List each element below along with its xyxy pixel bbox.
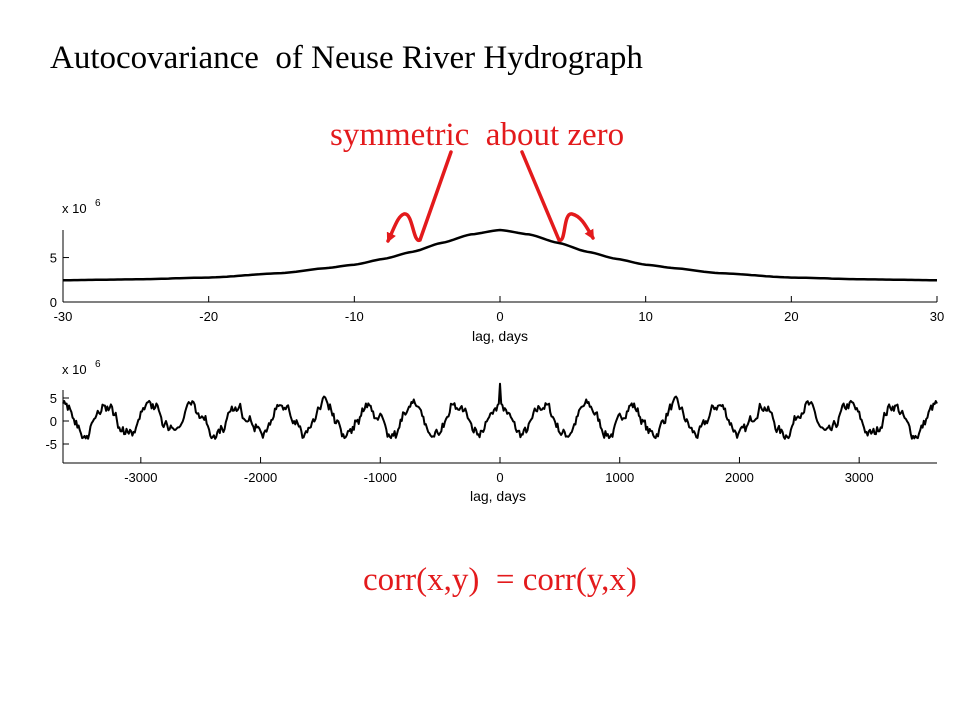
bottom-series-line: [62, 382, 938, 440]
top-x-tick-label: -10: [345, 309, 364, 324]
bottom-x-tick-label: 1000: [605, 470, 634, 485]
bottom-x-tick-label: -2000: [244, 470, 277, 485]
top-scale-exponent: 6: [95, 198, 101, 209]
bottom-scale-label: x 10: [62, 362, 87, 377]
bottom-x-tick-label: 2000: [725, 470, 754, 485]
top-x-axis-label: lag, days: [472, 328, 528, 344]
top-x-tick-label: 20: [784, 309, 798, 324]
symmetry-arrows: [386, 150, 595, 243]
top-x-tick-label: -20: [199, 309, 218, 324]
top-x-tick-label: -30: [54, 309, 73, 324]
top-scale-label: x 10: [62, 201, 87, 216]
top-x-tick-label: 10: [638, 309, 652, 324]
bottom-x-axis-label: lag, days: [470, 488, 526, 504]
long-lag-chart: x 10 6 -3000 -2000 -1000 0 1000 2000 3000 -5 0 5…: [45, 359, 938, 504]
bottom-y-tick-label: 5: [50, 391, 57, 406]
slide-title: Autocovariance of Neuse River Hydrograph: [50, 40, 643, 76]
bottom-scale-exponent: 6: [95, 359, 101, 370]
correlation-formula: corr(x,y) = corr(y,x): [363, 562, 637, 598]
bottom-x-tick-label: -1000: [364, 470, 397, 485]
bottom-x-tick-label: 0: [496, 470, 503, 485]
right-arrow: [520, 150, 595, 242]
left-arrow: [386, 150, 453, 243]
short-lag-chart: x 10 6 -30 -20 -10 0 10 20 30 0 5 lag, days: [50, 198, 944, 344]
top-x-tick-label: 30: [930, 309, 944, 324]
bottom-x-tick-label: -3000: [124, 470, 157, 485]
bottom-y-tick-label: -5: [45, 437, 57, 452]
bottom-y-tick-label: 0: [50, 414, 57, 429]
top-y-tick-label: 0: [50, 295, 57, 310]
symmetry-annotation: symmetric about zero: [330, 117, 625, 153]
top-x-tick-label: 0: [496, 309, 503, 324]
top-y-tick-label: 5: [50, 251, 57, 266]
bottom-x-tick-label: 3000: [845, 470, 874, 485]
top-series-line: [63, 228, 937, 282]
